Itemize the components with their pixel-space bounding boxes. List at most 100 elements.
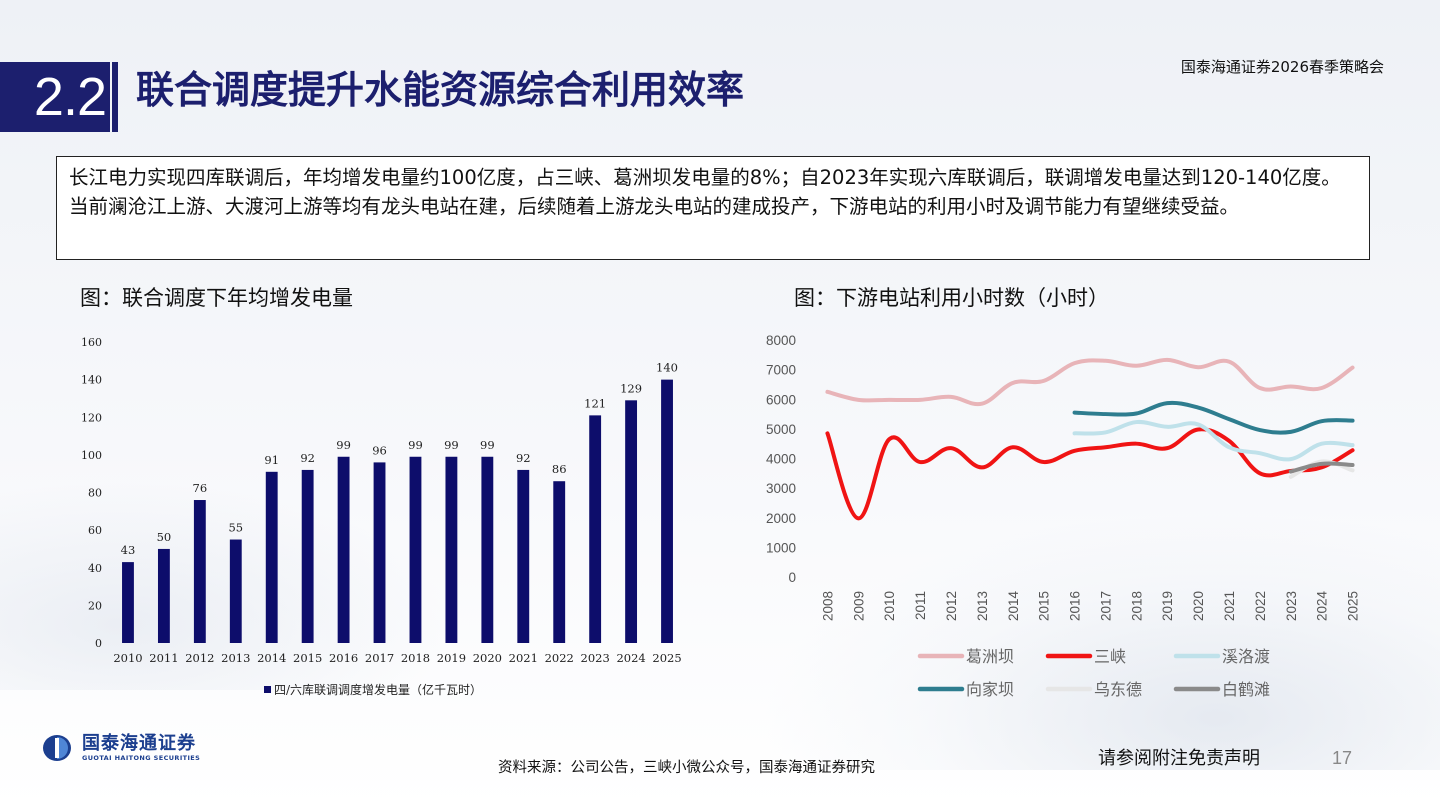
disclaimer-link[interactable]: 请参阅附注免责声明 xyxy=(1098,748,1260,769)
data-label-2018: 99 xyxy=(408,438,423,452)
data-label-2013: 55 xyxy=(228,521,243,535)
x-tick-label-2021: 2021 xyxy=(509,651,538,665)
x-tick-label-2015: 2015 xyxy=(1037,591,1052,621)
data-label-2022: 86 xyxy=(552,462,567,476)
y-tick-label: 120 xyxy=(81,411,102,424)
data-label-2016: 99 xyxy=(336,438,351,452)
x-tick-label-2023: 2023 xyxy=(581,651,610,665)
y-tick-label: 4000 xyxy=(766,452,796,467)
section-divider xyxy=(112,62,118,132)
legend-label-乌东德: 乌东德 xyxy=(1094,680,1142,699)
legend-swatch xyxy=(264,686,271,693)
y-tick-label: 6000 xyxy=(766,392,796,407)
x-tick-label-2025: 2025 xyxy=(1346,591,1361,621)
bar-2025 xyxy=(661,379,673,643)
bar-2014 xyxy=(265,471,278,643)
x-tick-label-2024: 2024 xyxy=(1315,591,1330,622)
bar-2024 xyxy=(625,400,638,643)
x-tick-label-2013: 2013 xyxy=(221,651,250,665)
y-tick-label: 2000 xyxy=(766,511,796,526)
x-tick-label-2023: 2023 xyxy=(1284,591,1299,621)
bar-2015 xyxy=(301,469,314,643)
x-tick-label-2009: 2009 xyxy=(851,591,866,621)
y-tick-label: 40 xyxy=(88,562,102,575)
data-label-2011: 50 xyxy=(157,530,172,544)
y-tick-label: 80 xyxy=(88,487,102,500)
x-tick-label-2017: 2017 xyxy=(1098,591,1113,621)
page-title: 联合调度提升水能资源综合利用效率 xyxy=(136,68,745,112)
legend-label-向家坝: 向家坝 xyxy=(966,680,1014,699)
x-tick-label-2025: 2025 xyxy=(652,651,681,665)
source-note: 资料来源：公司公告，三峡小微公众号，国泰海通证券研究 xyxy=(498,760,875,776)
company-logo: 国泰海通证券 GUOTAI HAITONG SECURITIES xyxy=(42,734,200,762)
logo-en: GUOTAI HAITONG SECURITIES xyxy=(82,754,201,762)
legend: 四/六库联调调度增发电量（亿千瓦时） xyxy=(264,682,482,697)
y-tick-label: 7000 xyxy=(766,363,796,378)
data-label-2010: 43 xyxy=(121,543,136,557)
bar-2012 xyxy=(193,500,206,643)
x-tick-label-2022: 2022 xyxy=(1253,591,1268,621)
y-tick-label: 100 xyxy=(81,449,102,462)
section-number: 2.2 xyxy=(0,62,110,132)
data-label-2015: 92 xyxy=(300,451,315,465)
legend-label-溪洛渡: 溪洛渡 xyxy=(1222,647,1270,666)
series-line-向家坝 xyxy=(1072,400,1355,435)
logo-mark-icon xyxy=(43,735,71,761)
bar-2016 xyxy=(337,456,350,643)
x-tick-label-2018: 2018 xyxy=(401,651,430,665)
x-tick-label-2020: 2020 xyxy=(1191,591,1206,621)
y-tick-label: 0 xyxy=(788,570,796,585)
x-tick-label-2019: 2019 xyxy=(437,651,466,665)
x-tick-label-2015: 2015 xyxy=(293,651,322,665)
x-tick-label-2012: 2012 xyxy=(944,591,959,621)
report-tag: 国泰海通证券2026春季策略会 xyxy=(1180,58,1384,76)
data-label-2025: 140 xyxy=(656,361,678,375)
right-figure-caption: 图：下游电站利用小时数（小时） xyxy=(794,286,1109,310)
x-tick-label-2011: 2011 xyxy=(149,651,178,665)
bar-2018 xyxy=(409,456,422,643)
line-chart: 0 1000 2000 3000 4000 5000 6000 7000 8000 2008 200… xyxy=(766,333,1361,699)
data-label-2014: 91 xyxy=(264,453,279,467)
data-label-2017: 96 xyxy=(372,443,387,457)
x-tick-label-2019: 2019 xyxy=(1160,591,1175,621)
legend-label-白鹤滩: 白鹤滩 xyxy=(1222,680,1270,699)
legend-label-三峡: 三峡 xyxy=(1094,647,1126,666)
series-line-白鹤滩 xyxy=(1288,461,1355,474)
data-label-2023: 121 xyxy=(584,396,606,410)
legend-label-葛洲坝: 葛洲坝 xyxy=(966,647,1014,666)
bar-chart: 0 20 40 60 80 100 120 140 160 43 2010 50 2011 76 2012 5… xyxy=(81,336,682,697)
bar-2022 xyxy=(553,481,566,643)
bar-2020 xyxy=(481,456,494,643)
x-tick-label-2021: 2021 xyxy=(1222,591,1237,621)
x-tick-label-2011: 2011 xyxy=(913,591,928,620)
x-tick-label-2008: 2008 xyxy=(820,591,835,621)
x-tick-label-2010: 2010 xyxy=(113,651,142,665)
y-tick-label: 3000 xyxy=(766,481,796,496)
x-tick-label-2014: 2014 xyxy=(257,651,286,665)
y-tick-label: 140 xyxy=(81,374,102,387)
page-number: 17 xyxy=(1332,748,1353,768)
x-tick-label-2016: 2016 xyxy=(1068,591,1083,621)
summary-box: 长江电力实现四库联调后，年均增发电量约100亿度，占三峡、葛洲坝发电量的8%；自… xyxy=(56,156,1370,260)
x-tick-label-2020: 2020 xyxy=(473,651,502,665)
x-tick-label-2022: 2022 xyxy=(545,651,574,665)
series-line-乌东德 xyxy=(1288,459,1355,479)
bar-2023 xyxy=(589,415,602,643)
data-label-2020: 99 xyxy=(480,438,495,452)
y-tick-label: 60 xyxy=(88,524,102,537)
x-tick-label-2013: 2013 xyxy=(975,591,990,621)
series-line-溪洛渡 xyxy=(1072,419,1355,462)
bar-2011 xyxy=(157,548,170,643)
logo-cn: 国泰海通证券 xyxy=(82,733,196,754)
y-tick-label: 20 xyxy=(88,599,102,612)
y-tick-label: 1000 xyxy=(766,540,796,555)
x-tick-label-2016: 2016 xyxy=(329,651,358,665)
bar-2019 xyxy=(445,456,458,643)
bar-2017 xyxy=(373,462,386,643)
y-tick-label: 0 xyxy=(95,637,102,650)
x-tick-label-2017: 2017 xyxy=(365,651,394,665)
data-label-2012: 76 xyxy=(193,481,208,495)
data-label-2024: 129 xyxy=(620,381,642,395)
y-tick-label: 160 xyxy=(81,336,102,349)
